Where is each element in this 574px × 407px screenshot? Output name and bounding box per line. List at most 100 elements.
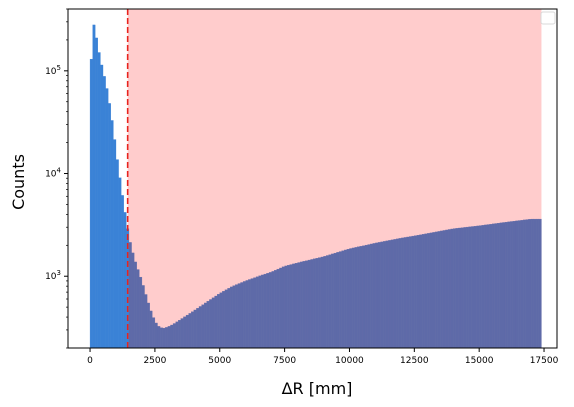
histogram-bar — [297, 262, 301, 349]
histogram-bar — [354, 247, 358, 349]
histogram-bar — [266, 273, 270, 349]
histogram-bar — [364, 244, 368, 349]
x-tick-label: 10000 — [335, 356, 364, 366]
histogram-bar — [471, 226, 475, 349]
histogram-bar — [193, 309, 197, 349]
histogram-bar — [424, 233, 428, 349]
histogram-bar — [274, 270, 277, 349]
x-axis-label: ΔR [mm] — [282, 379, 353, 398]
histogram-bar — [102, 76, 106, 349]
histogram-bar — [466, 226, 469, 349]
histogram-bar — [351, 247, 355, 349]
histogram-bar — [429, 232, 433, 349]
histogram-bar — [287, 265, 290, 349]
histogram-bar — [271, 271, 275, 349]
histogram-bar — [434, 231, 438, 349]
histogram-bar — [191, 311, 194, 349]
histogram-bar — [523, 219, 527, 349]
histogram-bar — [538, 218, 542, 349]
histogram-bar — [201, 304, 205, 349]
histogram-bar — [479, 225, 482, 349]
histogram-bar — [204, 302, 207, 349]
histogram-bar — [504, 221, 508, 349]
histogram-bar — [141, 285, 145, 349]
histogram-bar — [123, 212, 127, 349]
histogram-bar — [214, 295, 218, 349]
histogram-bar — [530, 218, 534, 349]
histogram-bar — [510, 221, 514, 349]
histogram-bar — [458, 227, 462, 349]
histogram-bar — [229, 286, 233, 349]
histogram-bar — [175, 321, 179, 349]
histogram-bar — [338, 251, 342, 349]
histogram-bar — [131, 252, 135, 349]
histogram-bar — [380, 241, 384, 349]
histogram-bar — [105, 88, 109, 349]
histogram-bar — [349, 248, 353, 349]
histogram-bar — [149, 310, 153, 349]
histogram-bar — [139, 276, 143, 349]
histogram-bar — [346, 249, 350, 349]
histogram-bar — [396, 238, 399, 349]
histogram-bar — [281, 266, 285, 349]
histogram-bar — [232, 285, 236, 349]
histogram-bar — [398, 238, 402, 349]
histogram-bar — [219, 292, 223, 349]
histogram-bar — [491, 223, 495, 349]
histogram-bar — [390, 239, 394, 349]
histogram-bar — [305, 260, 309, 349]
histogram-bar — [113, 139, 117, 349]
histogram-bar — [393, 239, 397, 349]
histogram-bar — [427, 233, 431, 349]
histogram-bar — [489, 224, 493, 349]
x-tick-label: 7500 — [273, 356, 296, 366]
histogram-bar — [92, 24, 96, 349]
histogram-bar — [328, 254, 332, 349]
histogram-bar — [468, 226, 472, 349]
histogram-bar — [115, 159, 119, 349]
histogram-bar — [333, 252, 337, 349]
y-tick-label: 105 — [45, 64, 61, 77]
histogram-bar — [497, 223, 501, 349]
histogram-bar — [188, 313, 192, 349]
x-tick-label: 2500 — [143, 356, 166, 366]
histogram-bar — [325, 255, 329, 349]
histogram-bar — [245, 280, 249, 349]
histogram-bar — [261, 274, 265, 349]
histogram-bar — [323, 256, 327, 349]
histogram-bar — [198, 306, 202, 349]
histogram-bar — [499, 222, 503, 349]
histogram-bar — [253, 277, 257, 349]
histogram-bar — [235, 284, 239, 349]
histogram-bar — [165, 327, 169, 349]
histogram-bar — [344, 249, 348, 349]
x-tick-label: 15000 — [465, 356, 494, 366]
histogram-bar — [486, 224, 490, 349]
x-tick-label: 17500 — [530, 356, 559, 366]
histogram-bar — [162, 327, 166, 349]
histogram-bar — [144, 294, 148, 349]
histogram-bar — [442, 230, 446, 349]
legend-box — [540, 11, 556, 25]
histogram-bar — [302, 261, 306, 349]
histogram-bar — [159, 327, 163, 349]
histogram-bar — [359, 246, 363, 349]
histogram-bar — [276, 268, 280, 349]
histogram-bar — [320, 256, 324, 349]
histogram-bar — [206, 301, 210, 349]
histogram-bar — [525, 219, 529, 349]
histogram-bar — [240, 282, 244, 349]
histogram-bar — [512, 221, 516, 349]
histogram-bar — [250, 278, 254, 349]
histogram-bar — [248, 279, 252, 349]
histogram-bar — [502, 222, 506, 349]
histogram-bar — [357, 246, 360, 349]
histogram-bar — [362, 245, 366, 349]
histogram-bar — [536, 218, 539, 349]
histogram-bar — [401, 237, 405, 349]
histogram-bar — [520, 220, 524, 349]
histogram-bar — [408, 236, 412, 349]
histogram-bar — [341, 250, 345, 349]
histogram-bar — [134, 261, 137, 349]
histogram-bar — [463, 227, 467, 349]
